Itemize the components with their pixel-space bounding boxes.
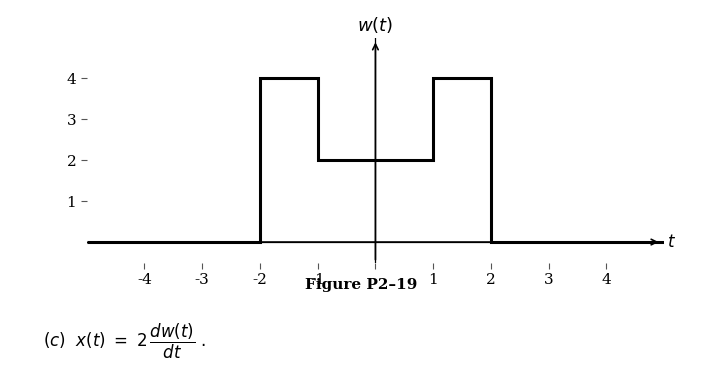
Text: $w(t)$: $w(t)$ bbox=[357, 15, 393, 36]
Text: $(c)\ \ x(t)\ =\ 2\,\dfrac{dw(t)}{dt}\ .$: $(c)\ \ x(t)\ =\ 2\,\dfrac{dw(t)}{dt}\ .… bbox=[43, 322, 206, 361]
Text: Figure P2–19: Figure P2–19 bbox=[305, 278, 417, 292]
Text: $t$: $t$ bbox=[667, 234, 677, 250]
